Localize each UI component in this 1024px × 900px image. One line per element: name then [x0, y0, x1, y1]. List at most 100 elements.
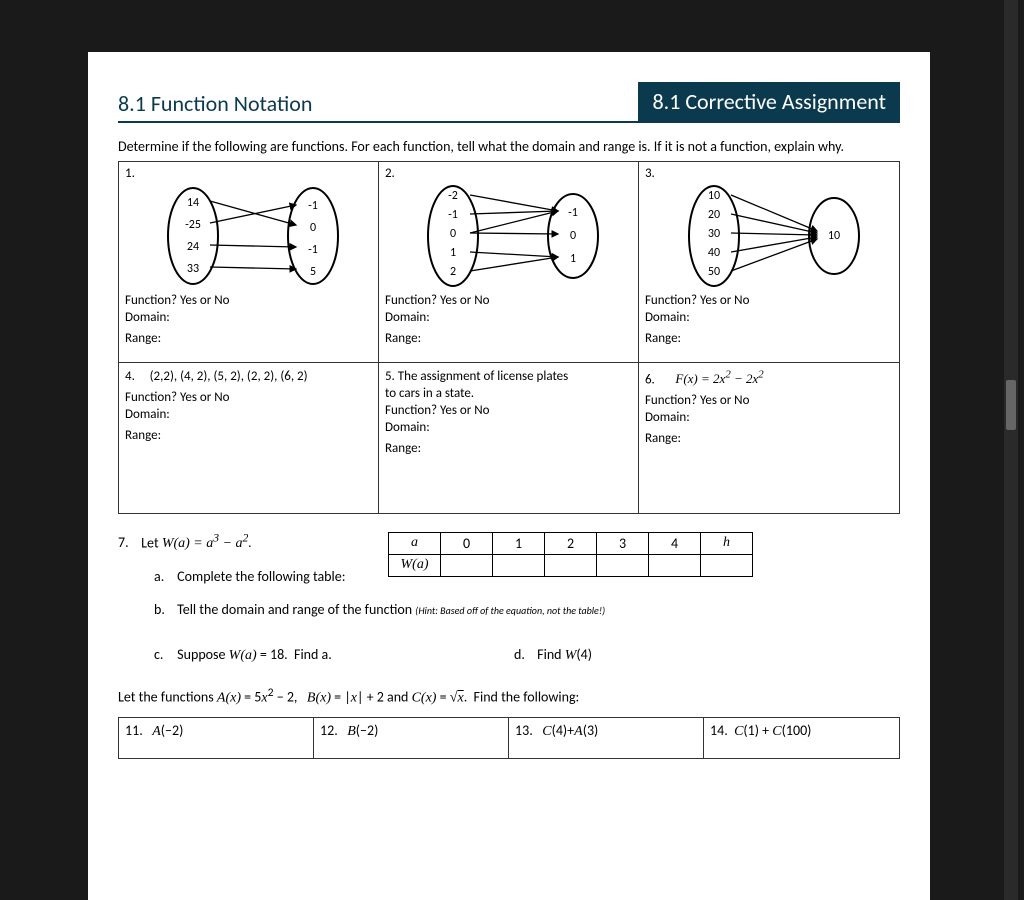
q3-function-prompt: Function? Yes or No — [645, 293, 893, 308]
q1-range-prompt: Range: — [125, 331, 372, 346]
q7-cell-2 — [545, 554, 597, 576]
q7cd: c. Suppose W(a) = 18. Find a. d. Find W(… — [118, 646, 900, 664]
q2-number: 2. — [385, 166, 395, 181]
svg-text:10: 10 — [708, 189, 720, 203]
svg-text:50: 50 — [708, 265, 720, 279]
question-11: 11. A(−2) — [119, 718, 314, 758]
question-14: 14. C(1) + C(100) — [704, 718, 899, 758]
q7-number: 7. — [118, 534, 138, 551]
q1-domain-prompt: Domain: — [125, 310, 372, 325]
q7-cell-0 — [441, 554, 493, 576]
svg-text:5: 5 — [310, 265, 316, 279]
q7-row-label: W(a) — [389, 554, 441, 576]
q4-number: 4. — [125, 369, 150, 384]
q7-th-3: 3 — [597, 532, 649, 554]
q7-th-a: a — [389, 532, 441, 554]
svg-text:33: 33 — [187, 262, 199, 276]
svg-text:0: 0 — [450, 227, 456, 241]
scrollbar-thumb[interactable] — [1006, 380, 1016, 430]
q7d-text: Find W(4) — [537, 646, 592, 663]
svg-text:-1: -1 — [309, 243, 319, 257]
svg-text:14: 14 — [187, 196, 199, 210]
q3-range-prompt: Range: — [645, 331, 893, 346]
q7d-letter: d. — [514, 646, 534, 663]
q7-th-0: 0 — [441, 532, 493, 554]
q6-number: 6. — [645, 372, 655, 387]
q7c-text: Suppose W(a) = 18. Find a. — [177, 646, 332, 663]
q7-cell-3 — [597, 554, 649, 576]
question-3: 3. 10 20 30 40 50 10 Function? Yes or No — [639, 162, 899, 362]
q5-range-prompt: Range: — [385, 441, 632, 456]
q4-domain-prompt: Domain: — [125, 407, 372, 422]
q2-mapping-diagram: -2 -1 0 1 2 -1 0 1 — [398, 181, 618, 291]
svg-text:2: 2 — [450, 265, 456, 279]
question-6: 6. F(x) = 2x2 − 2x2 Function? Yes or No … — [639, 363, 899, 513]
q2-domain-prompt: Domain: — [385, 310, 632, 325]
question-13: 13. C(4)+A(3) — [509, 718, 704, 758]
q7-th-1: 1 — [493, 532, 545, 554]
q1-mapping-diagram: 14 -25 24 33 -1 0 -1 5 — [138, 181, 358, 291]
svg-text:1: 1 — [450, 246, 456, 260]
svg-text:-1: -1 — [449, 208, 459, 222]
questions-row-1: 1. 14 -25 24 33 -1 0 -1 5 Function? Yes … — [118, 161, 900, 362]
q6-function-prompt: Function? Yes or No — [645, 393, 893, 408]
q7b: b. Tell the domain and range of the func… — [118, 601, 900, 618]
q7-th-2: 2 — [545, 532, 597, 554]
heading-row: 8.1 Function Notation 8.1 Corrective Ass… — [118, 82, 900, 123]
instructions: Determine if the following are functions… — [118, 137, 900, 157]
q5-domain-prompt: Domain: — [385, 420, 632, 435]
q7a-letter: a. — [154, 568, 174, 585]
question-5: 5. The assignment of license plates to c… — [379, 363, 639, 513]
q7-expr: W(a) = a3 − a2. — [162, 536, 252, 551]
svg-text:30: 30 — [708, 227, 720, 241]
q5-text-b: to cars in a state. — [385, 386, 632, 401]
svg-text:-2: -2 — [449, 189, 459, 203]
question-2: 2. -2 -1 0 1 2 -1 0 1 Function? — [379, 162, 639, 362]
q5-text-a: 5. The assignment of license plates — [385, 369, 632, 384]
q7-let: Let — [141, 534, 162, 551]
question-7: 7. Let W(a) = a3 − a2. a. Complete the f… — [118, 532, 900, 586]
worksheet-page: 8.1 Function Notation 8.1 Corrective Ass… — [88, 52, 930, 900]
svg-text:-25: -25 — [186, 218, 202, 232]
let-functions: Let the functions A(x) = 5x2 − 2, B(x) =… — [118, 686, 900, 707]
svg-text:40: 40 — [708, 246, 720, 260]
q7-cell-1 — [493, 554, 545, 576]
q6-range-prompt: Range: — [645, 431, 893, 446]
q7-cell-4 — [649, 554, 701, 576]
svg-text:24: 24 — [187, 240, 199, 254]
q7a-text: Complete the following table: — [177, 568, 345, 585]
svg-text:-1: -1 — [569, 206, 579, 220]
page-title-right: 8.1 Corrective Assignment — [638, 82, 900, 121]
q2-range-prompt: Range: — [385, 331, 632, 346]
q7-cell-h — [701, 554, 753, 576]
q7b-hint: (Hint: Based off of the equation, not th… — [415, 604, 605, 617]
question-4: 4. (2,2), (4, 2), (5, 2), (2, 2), (6, 2)… — [119, 363, 379, 513]
question-1: 1. 14 -25 24 33 -1 0 -1 5 Function? Yes … — [119, 162, 379, 362]
questions-row-bottom: 11. A(−2) 12. B(−2) 13. C(4)+A(3) 14. C(… — [118, 717, 900, 759]
q7-table: a 0 1 2 3 4 h W(a) — [388, 532, 753, 577]
q2-function-prompt: Function? Yes or No — [385, 293, 632, 308]
q3-number: 3. — [645, 166, 655, 181]
q3-domain-prompt: Domain: — [645, 310, 893, 325]
scrollbar-track[interactable] — [1004, 0, 1018, 900]
q5-function-prompt: Function? Yes or No — [385, 403, 632, 418]
svg-text:20: 20 — [708, 208, 720, 222]
q6-expr: F(x) = 2x2 − 2x2 — [675, 371, 763, 386]
q1-function-prompt: Function? Yes or No — [125, 293, 372, 308]
svg-text:-1: -1 — [309, 199, 319, 213]
q7c-letter: c. — [154, 646, 174, 663]
svg-text:0: 0 — [570, 229, 576, 243]
questions-row-2: 4. (2,2), (4, 2), (5, 2), (2, 2), (6, 2)… — [118, 362, 900, 514]
q6-domain-prompt: Domain: — [645, 410, 893, 425]
svg-text:10: 10 — [828, 229, 840, 243]
question-12: 12. B(−2) — [314, 718, 509, 758]
q3-mapping-diagram: 10 20 30 40 50 10 — [659, 181, 879, 291]
q4-range-prompt: Range: — [125, 428, 372, 443]
svg-text:0: 0 — [310, 221, 316, 235]
q4-text: (2,2), (4, 2), (5, 2), (2, 2), (6, 2) — [150, 369, 308, 384]
q7b-text: Tell the domain and range of the functio… — [177, 601, 415, 618]
q1-number: 1. — [125, 166, 135, 181]
q7b-letter: b. — [154, 601, 174, 618]
page-title-left: 8.1 Function Notation — [118, 90, 638, 121]
q7-th-h: h — [701, 532, 753, 554]
